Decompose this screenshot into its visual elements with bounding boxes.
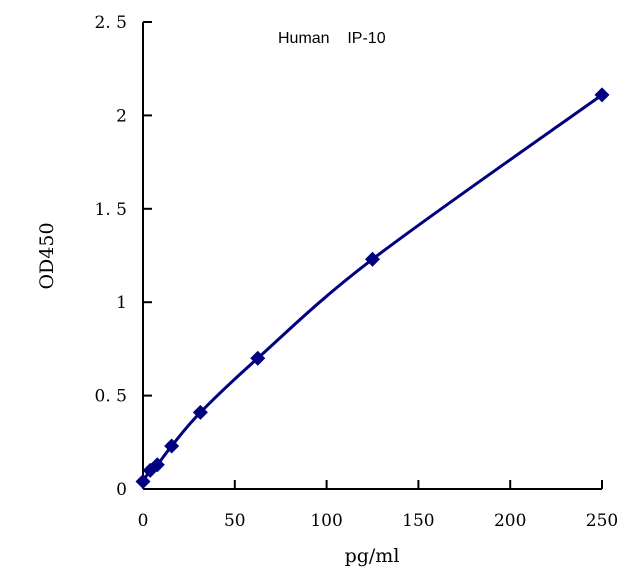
y-tick-label: 0. 5 xyxy=(95,387,127,407)
diamond-marker-icon xyxy=(192,404,208,420)
diamond-marker-icon xyxy=(594,87,610,103)
diamond-marker-icon xyxy=(164,438,180,454)
data-series xyxy=(135,87,610,490)
x-tick-label: 100 xyxy=(310,511,342,531)
x-axis-title: pg/ml xyxy=(345,545,400,567)
y-tick-label: 1 xyxy=(116,293,127,313)
x-tick-label: 250 xyxy=(586,511,618,531)
y-tick-label: 1. 5 xyxy=(95,200,127,220)
x-tick-label: 0 xyxy=(138,511,149,531)
x-tick-label: 200 xyxy=(494,511,526,531)
curve-line xyxy=(141,93,603,483)
diamond-marker-icon xyxy=(135,474,151,490)
diamond-marker-icon xyxy=(365,251,380,267)
x-tick-label: 150 xyxy=(402,511,434,531)
diamond-marker-icon xyxy=(250,350,266,366)
y-axis: 0 0. 5 1 1. 5 2 2. 5 xyxy=(95,13,152,500)
y-tick-label: 2 xyxy=(116,106,127,126)
x-tick-label: 50 xyxy=(224,511,246,531)
x-axis: 0 50 100 150 200 250 xyxy=(138,480,618,531)
chart-title: Human IP-10 xyxy=(278,30,386,47)
y-tick-label: 0 xyxy=(116,480,127,500)
diamond-marker-icon xyxy=(149,457,165,473)
y-tick-label: 2. 5 xyxy=(95,13,127,33)
y-axis-title: OD450 xyxy=(36,222,58,289)
